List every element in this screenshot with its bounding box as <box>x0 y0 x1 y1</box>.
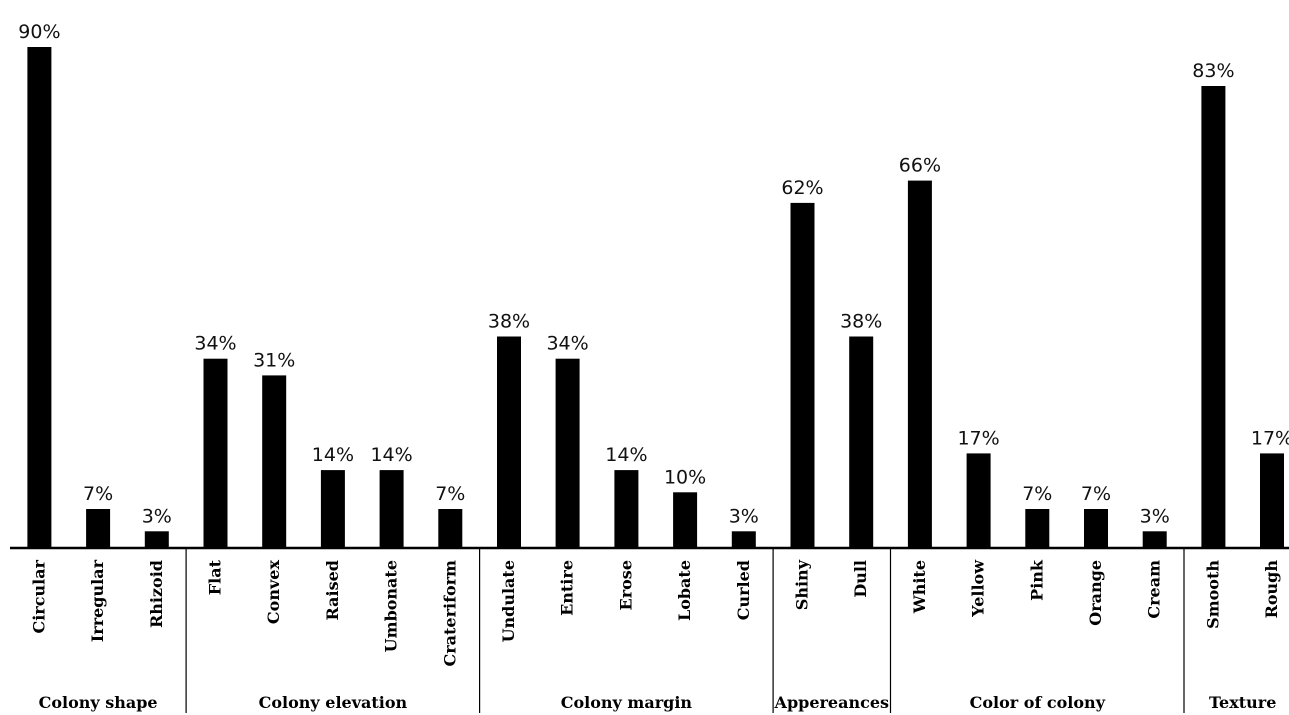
bars-layer <box>27 47 1284 548</box>
value-label-rough: 17% <box>1251 427 1289 449</box>
category-labels-layer: Circular Irregular Rhizoid Flat Convex Raised… <box>29 559 1281 667</box>
tick-label-crateriform: Crateriform <box>440 560 459 667</box>
bar-rough <box>1260 453 1284 548</box>
tick-label-flat: Flat <box>206 559 225 595</box>
bar-erose <box>614 470 639 548</box>
tick-label-raised: Raised <box>323 560 342 620</box>
value-label-white: 66% <box>899 155 941 177</box>
group-label-texture: Texture <box>1209 693 1276 712</box>
tick-label-circular: Circular <box>29 559 48 633</box>
tick-label-yellow: Yellow <box>969 559 988 618</box>
bar-yellow <box>966 453 991 548</box>
value-label-shiny: 62% <box>781 177 823 199</box>
tick-label-umbonate: Umbonate <box>382 560 401 652</box>
bar-convex <box>262 375 287 548</box>
value-label-convex: 31% <box>253 349 295 371</box>
value-label-pink: 7% <box>1022 483 1052 505</box>
tick-label-smooth: Smooth <box>1203 560 1222 629</box>
tick-label-convex: Convex <box>264 560 283 625</box>
value-label-dull: 38% <box>840 311 882 333</box>
value-label-umbonate: 14% <box>370 444 412 466</box>
bar-pink <box>1025 509 1050 548</box>
value-label-smooth: 83% <box>1192 60 1234 82</box>
bar-dull <box>849 336 874 548</box>
group-label-colony-elevation: Colony elevation <box>259 693 408 712</box>
bar-shiny <box>790 202 815 548</box>
tick-label-dull: Dull <box>851 560 870 598</box>
tick-label-rhizoid: Rhizoid <box>147 560 166 628</box>
tick-label-lobate: Lobate <box>675 560 694 621</box>
bar-circular <box>27 47 52 548</box>
value-label-circular: 90% <box>18 21 60 43</box>
tick-label-rough: Rough <box>1262 560 1281 619</box>
group-label-appereances: Appereances <box>774 693 890 712</box>
tick-label-entire: Entire <box>558 560 577 616</box>
tick-label-orange: Orange <box>1086 560 1105 626</box>
tick-label-pink: Pink <box>1027 559 1046 601</box>
bar-lobate <box>673 492 698 548</box>
value-label-irregular: 7% <box>83 483 113 505</box>
value-label-raised: 14% <box>312 444 354 466</box>
tick-label-erose: Erose <box>616 560 635 610</box>
bar-rhizoid <box>144 531 169 548</box>
value-label-crateriform: 7% <box>435 483 465 505</box>
axes-layer <box>10 546 1289 713</box>
value-label-lobate: 10% <box>664 466 706 488</box>
bar-orange <box>1084 509 1108 548</box>
value-label-yellow: 17% <box>957 427 999 449</box>
tick-label-shiny: Shiny <box>793 559 812 610</box>
value-label-undulate: 38% <box>488 311 530 333</box>
bar-flat <box>203 358 228 548</box>
tick-label-irregular: Irregular <box>88 559 107 642</box>
value-label-entire: 34% <box>546 333 588 355</box>
tick-label-cream: Cream <box>1145 560 1164 619</box>
bar-raised <box>320 470 345 548</box>
group-label-color-of-colony: Color of colony <box>970 693 1106 712</box>
bar-curled <box>731 531 756 548</box>
bar-umbonate <box>379 470 404 548</box>
value-label-erose: 14% <box>605 444 647 466</box>
bar-white <box>907 180 932 548</box>
bar-irregular <box>86 509 111 548</box>
value-label-cream: 3% <box>1140 505 1170 527</box>
tick-label-undulate: Undulate <box>499 560 518 642</box>
value-label-flat: 34% <box>194 333 236 355</box>
bar-undulate <box>497 336 521 548</box>
tick-label-white: White <box>910 560 929 614</box>
bar-entire <box>555 358 580 548</box>
bar-cream <box>1142 531 1167 548</box>
group-label-colony-margin: Colony margin <box>561 693 693 712</box>
value-label-curled: 3% <box>729 505 759 527</box>
tick-label-curled: Curled <box>734 560 753 620</box>
group-label-colony-shape: Colony shape <box>39 693 158 712</box>
value-labels-layer: 90% 7% 3% 34% 31% 14% 14% 7% 38% 34% 14% 10% 3% 62% 38… <box>18 21 1289 527</box>
bar-crateriform <box>438 509 463 548</box>
group-labels-layer: Colony shape Colony elevation Colony margi… <box>39 693 1277 712</box>
value-label-rhizoid: 3% <box>142 505 172 527</box>
bar-smooth <box>1201 86 1226 548</box>
value-label-orange: 7% <box>1081 483 1111 505</box>
